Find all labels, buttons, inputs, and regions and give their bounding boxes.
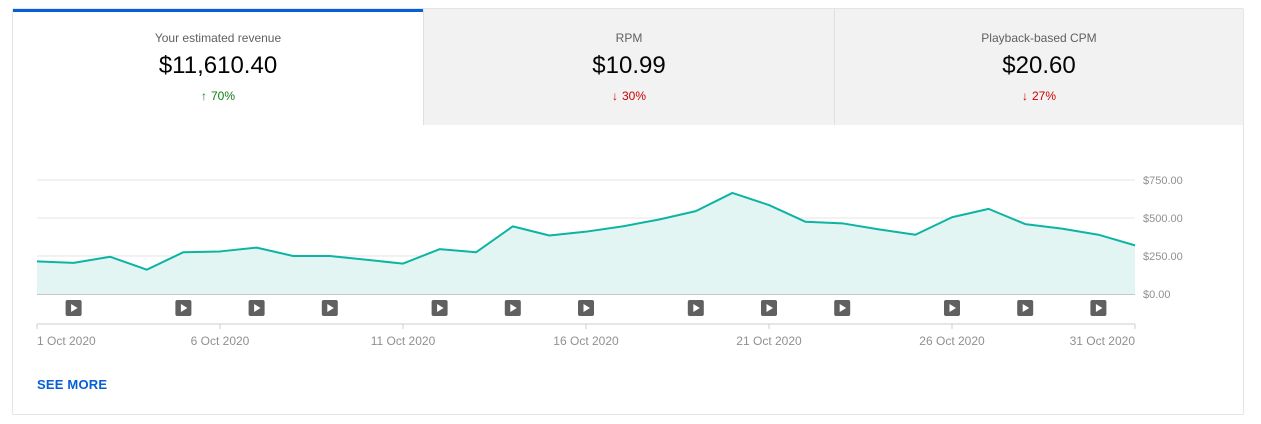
revenue-chart: $750.00 $500.00 $250.00 $0.00 1 Oct 2020 6 Oc… — [36, 175, 1183, 348]
tab-change-value: 30% — [621, 89, 647, 103]
y-tick-label: $750.00 — [1143, 175, 1183, 187]
video-marker-icon[interactable] — [687, 300, 704, 316]
y-tick-label: $0.00 — [1143, 289, 1171, 301]
tab-rpm[interactable]: RPM $10.99 ↓ 30% — [423, 9, 834, 125]
tab-change-value: 27% — [1031, 89, 1057, 103]
revenue-card: Your estimated revenue $11,610.40 ↑ 70% R… — [12, 8, 1244, 415]
video-marker-icon[interactable] — [321, 300, 338, 316]
tab-change: ↓ 30% — [424, 89, 834, 103]
video-marker-icon[interactable] — [431, 300, 448, 316]
tab-label: Playback-based CPM — [981, 31, 1097, 45]
video-marker-icon[interactable] — [761, 300, 777, 316]
x-tick-label: 16 Oct 2020 — [553, 334, 619, 348]
video-marker-icon[interactable] — [578, 300, 594, 316]
arrow-up-icon: ↑ — [200, 89, 207, 103]
metric-tabs: Your estimated revenue $11,610.40 ↑ 70% R… — [13, 9, 1243, 125]
x-tick-label: 6 Oct 2020 — [191, 334, 250, 348]
tab-value: $20.60 — [1002, 52, 1076, 79]
see-more-link[interactable]: SEE MORE — [37, 377, 108, 392]
video-marker-icon[interactable] — [944, 300, 960, 316]
video-marker-icon[interactable] — [175, 300, 192, 316]
tab-label: Your estimated revenue — [154, 31, 282, 45]
revenue-area — [37, 192, 1135, 294]
arrow-down-icon: ↓ — [1021, 89, 1028, 103]
x-tick-label: 31 Oct 2020 — [1070, 334, 1136, 348]
tab-change: ↓ 27% — [835, 89, 1243, 103]
arrow-down-icon: ↓ — [611, 89, 618, 103]
x-tick-label: 21 Oct 2020 — [736, 334, 802, 348]
tab-playback-cpm[interactable]: Playback-based CPM $20.60 ↓ 27% — [834, 9, 1243, 125]
video-marker-icon[interactable] — [1017, 300, 1034, 316]
y-tick-label: $250.00 — [1143, 251, 1183, 263]
tab-value: $10.99 — [592, 52, 666, 79]
tab-label: RPM — [615, 31, 643, 45]
x-tick-label: 26 Oct 2020 — [919, 334, 985, 348]
x-tick-label: 1 Oct 2020 — [37, 334, 96, 348]
x-tick-label: 11 Oct 2020 — [371, 334, 436, 348]
tab-estimated-revenue[interactable]: Your estimated revenue $11,610.40 ↑ 70% — [13, 9, 423, 125]
tab-value: $11,610.40 — [158, 52, 278, 79]
revenue-line — [36, 191, 1136, 271]
tab-change: ↑ 70% — [13, 89, 423, 103]
video-marker-icon[interactable] — [1090, 300, 1107, 316]
video-marker-icon[interactable] — [834, 300, 851, 316]
video-marker-icon[interactable] — [504, 300, 521, 316]
tab-change-value: 70% — [210, 89, 236, 103]
video-marker-icon[interactable] — [248, 300, 265, 316]
y-tick-label: $500.00 — [1143, 213, 1183, 225]
video-marker-icon[interactable] — [65, 300, 82, 316]
